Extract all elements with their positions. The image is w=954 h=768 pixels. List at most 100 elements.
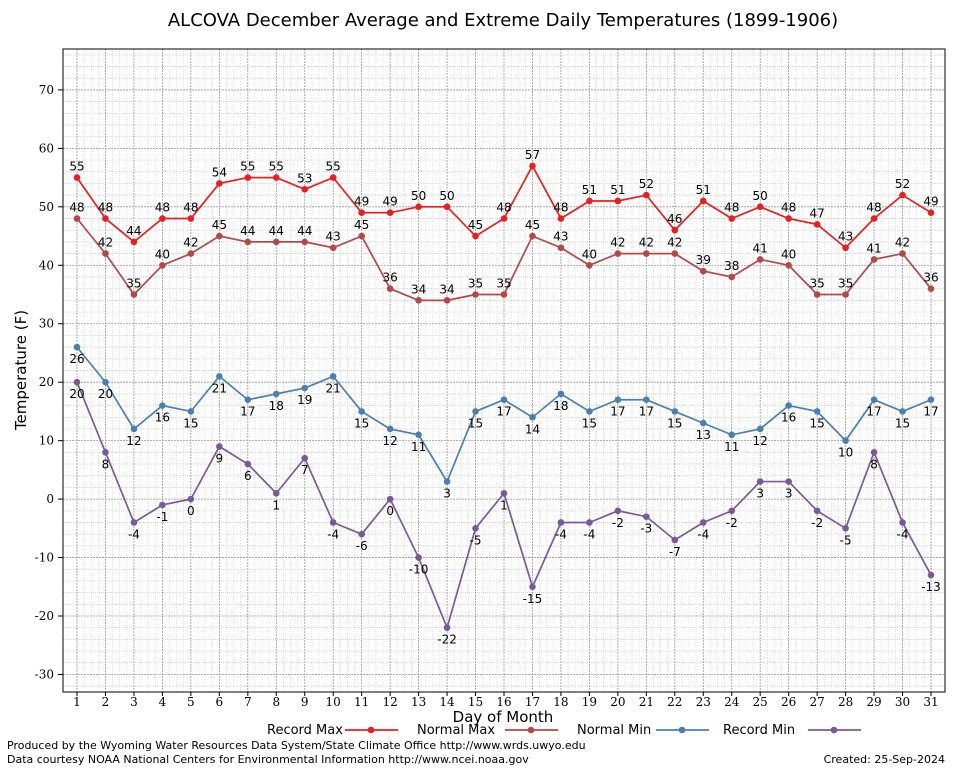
legend-item: Normal Min (577, 723, 709, 738)
data-point (216, 373, 223, 380)
data-label: 36 (382, 271, 397, 285)
legend-item: Record Min (723, 723, 861, 738)
x-tick-label: 2 (102, 695, 110, 709)
data-label: -4 (583, 527, 595, 541)
data-point (643, 513, 650, 520)
y-tick-label: 60 (39, 141, 54, 155)
data-point (272, 238, 280, 246)
y-tick-label: 70 (39, 83, 54, 97)
series-normal-min: 26 20 12 16 15 21 17 18 19 21 15 12 11 3 15 17 14 18 15 17 1… (69, 343, 939, 501)
data-point (870, 449, 878, 456)
data-point (472, 232, 479, 240)
y-tick-label: 40 (39, 258, 54, 272)
data-label: -4 (327, 527, 339, 541)
data-point (415, 554, 422, 561)
data-label: 8 (870, 457, 878, 471)
data-point (643, 250, 650, 257)
data-label: 55 (69, 160, 84, 174)
data-label: -10 (409, 563, 429, 577)
data-label: 3 (785, 487, 793, 501)
series-normal-max: 48 42 35 40 42 45 44 44 44 43 45 36 34 34 35 35 45 43 40 42… (69, 201, 939, 304)
major-grid (63, 49, 945, 692)
data-label: 49 (354, 195, 369, 209)
data-point (500, 489, 508, 497)
data-label: 44 (126, 224, 141, 238)
data-point (73, 174, 81, 181)
data-point (586, 261, 593, 269)
data-label: 13 (696, 428, 711, 442)
data-point (842, 244, 849, 252)
data-point (529, 583, 536, 591)
data-label: 45 (525, 218, 540, 232)
data-point (329, 519, 337, 526)
x-tick-label: 17 (525, 695, 540, 709)
data-label: 55 (326, 160, 341, 174)
data-label: 12 (753, 434, 768, 448)
data-label: 48 (98, 201, 113, 215)
data-label: 21 (212, 381, 227, 395)
data-label: 12 (382, 434, 397, 448)
data-point (386, 495, 394, 503)
data-label: 49 (923, 195, 938, 209)
data-point (386, 425, 394, 433)
data-point (358, 530, 365, 538)
data-point (386, 209, 394, 216)
x-axis-ticks: 1 2 3 4 5 6 7 8 9 10 11 12 13 14 15 16 17 18 19 20 21 22 23 24 2… (73, 692, 939, 709)
x-tick-label: 31 (923, 695, 938, 709)
data-label: 52 (639, 177, 654, 191)
data-label: -2 (811, 516, 823, 530)
data-label: 43 (326, 230, 341, 244)
data-point (785, 215, 792, 222)
data-point (643, 191, 650, 199)
data-point (699, 267, 707, 275)
x-tick-label: 26 (781, 695, 796, 709)
data-point (159, 501, 166, 509)
data-point (586, 519, 593, 526)
data-point (870, 215, 878, 222)
data-point (671, 408, 679, 415)
data-label: -6 (356, 539, 368, 553)
data-point (671, 536, 679, 544)
data-label: -4 (555, 527, 567, 541)
data-label: -3 (640, 522, 652, 536)
y-axis-label: Temperature (F) (12, 310, 30, 431)
x-tick-label: 7 (244, 695, 252, 709)
data-label: 40 (582, 247, 597, 261)
data-label: 15 (183, 416, 198, 430)
data-point (529, 232, 536, 240)
data-label: 48 (496, 201, 511, 215)
data-label: 35 (809, 277, 824, 291)
data-point (301, 185, 309, 193)
data-label: 48 (866, 201, 881, 215)
data-point (386, 285, 394, 292)
data-point (842, 525, 849, 532)
legend-marker (527, 726, 535, 734)
data-point (813, 507, 821, 515)
data-label: 15 (468, 416, 483, 430)
data-point (813, 221, 821, 228)
y-axis-ticks: -30 -20 -10 0 10 20 30 40 50 60 70 (35, 83, 63, 681)
series-record-max: 55 48 44 48 48 54 55 55 53 55 49 49 50 50 45 48 57 48 51 51… (69, 148, 939, 252)
data-point (216, 443, 223, 450)
data-point (529, 162, 536, 170)
data-label: 39 (696, 253, 711, 267)
data-label: 42 (895, 236, 910, 250)
data-point (500, 291, 508, 298)
data-label: 21 (326, 381, 341, 395)
data-label: 26 (69, 352, 84, 366)
data-point (699, 419, 707, 427)
data-point (927, 285, 935, 292)
data-point (586, 197, 593, 205)
data-point (329, 174, 337, 181)
data-label: 51 (696, 183, 711, 197)
series-layer: 55 48 44 48 48 54 55 55 53 55 49 49 50 50 45 48 57 48 51 51… (69, 148, 940, 647)
x-tick-label: 5 (187, 695, 195, 709)
data-label: 51 (582, 183, 597, 197)
data-point (899, 250, 906, 257)
data-point (500, 396, 508, 404)
data-point (130, 238, 138, 246)
data-point (130, 291, 138, 298)
legend-label: Record Min (723, 723, 795, 738)
x-tick-label: 9 (301, 695, 309, 709)
data-label: 36 (923, 271, 938, 285)
